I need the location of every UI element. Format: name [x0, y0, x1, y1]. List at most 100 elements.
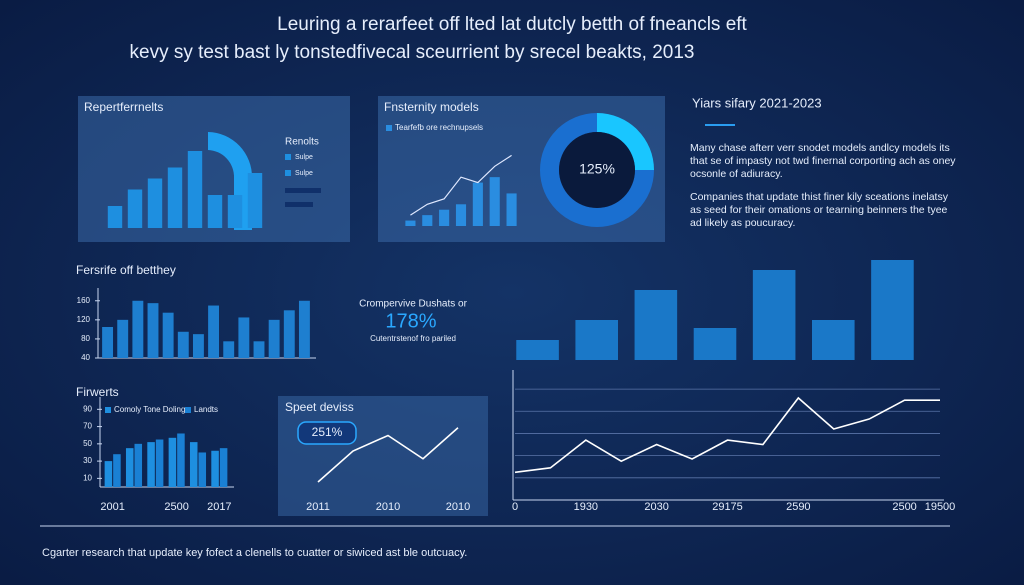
x-tick-label: 2010: [376, 501, 400, 513]
x-tick-label: 2011: [306, 501, 330, 513]
donut-segment: [597, 113, 654, 170]
bar: [155, 439, 164, 487]
bar: [506, 193, 517, 226]
annotation-box: [297, 421, 357, 445]
bar: [575, 320, 619, 360]
bar: [192, 334, 204, 358]
side-text: Many chase afterr verr snodet models and…: [690, 142, 956, 229]
y-tick-label: 30: [83, 456, 92, 465]
side-heading: Yiars sifary 2021-2023: [692, 95, 822, 110]
bar: [253, 341, 265, 358]
x-tick-label: 2590: [786, 501, 810, 513]
bar: [268, 319, 280, 358]
y-tick-label: 90: [83, 404, 92, 413]
bar: [489, 177, 500, 226]
panel: [278, 396, 488, 516]
x-tick-label: 2017: [207, 501, 231, 513]
y-tick-label: 120: [77, 315, 91, 324]
annotation: 251%: [312, 425, 343, 439]
bar: [102, 327, 114, 358]
bar: [219, 448, 228, 487]
line: [410, 154, 512, 216]
callout-caption: Cutentrstenof fro pariled: [370, 334, 456, 343]
bar: [405, 220, 416, 226]
line: [317, 427, 459, 483]
x-tick-label: 2030: [644, 501, 668, 513]
decoration: [285, 188, 321, 193]
bar: [125, 448, 134, 487]
y-tick-label: 10: [83, 473, 92, 482]
y-tick-label: 70: [83, 422, 92, 431]
x-tick-label: 1930: [574, 501, 598, 513]
legend-swatch: [285, 154, 291, 160]
donut-segment: [540, 113, 654, 227]
legend-label: Sulpe: [295, 170, 313, 177]
bar: [189, 442, 198, 487]
x-tick-label: 29175: [712, 501, 743, 513]
chart-title: Speet deviss: [285, 400, 354, 414]
x-tick-label: 2001: [100, 501, 124, 513]
bar: [283, 310, 295, 358]
y-tick-label: 40: [81, 353, 90, 362]
y-tick-label: 80: [81, 334, 90, 343]
bar: [516, 340, 559, 360]
bar: [168, 437, 177, 487]
y-tick-label: 160: [77, 296, 91, 305]
bar: [247, 173, 263, 228]
x-tick-label: 0: [512, 501, 518, 513]
title-line: Leuring a rerarfeet off lted lat dutcly …: [277, 14, 747, 35]
legend-label: Sulpe: [295, 154, 313, 161]
bar: [107, 206, 123, 228]
bar: [117, 319, 129, 358]
bar: [211, 450, 219, 487]
bar: [227, 195, 243, 228]
bar: [162, 312, 174, 358]
legend-label: Tearfefb ore rechnupsels: [395, 123, 483, 132]
x-tick-label: 2500: [164, 501, 188, 513]
x-tick-label: 2010: [446, 501, 470, 513]
bar: [693, 328, 737, 360]
bar: [238, 317, 250, 358]
bar: [422, 215, 433, 226]
bar: [187, 151, 203, 228]
bar: [207, 195, 223, 228]
title-line: kevy sy test bast ly tonstedfivecal sceu…: [130, 42, 695, 63]
paragraph: Many chase afterr verr snodet models and…: [690, 142, 956, 180]
bar: [127, 189, 143, 228]
legend-swatch: [285, 170, 291, 176]
bar: [223, 341, 235, 358]
chart-title: Repertferrnelts: [84, 100, 163, 114]
legend-label: Comoly Tone Doling: [114, 405, 185, 414]
legend-swatch: [386, 125, 392, 131]
bar: [811, 320, 855, 360]
legend-swatch: [185, 407, 191, 413]
chart-title: Firwerts: [76, 385, 119, 399]
x-tick-label: 2500: [892, 501, 916, 513]
chart-title: Fersrife off betthey: [76, 263, 176, 277]
bar: [147, 303, 159, 358]
decoration: [285, 202, 313, 207]
bar: [132, 300, 144, 358]
bar: [177, 331, 189, 358]
legend-label: Landts: [194, 405, 218, 414]
bar: [439, 209, 450, 226]
donut-label: 125%: [579, 161, 615, 177]
legend-swatch: [105, 407, 111, 413]
callout-heading: Crompervive Dushats or: [359, 299, 467, 310]
paragraph: Companies that update thist finer kily s…: [690, 191, 948, 229]
bar: [455, 204, 467, 226]
bar: [198, 452, 207, 487]
bar: [208, 305, 220, 358]
bar: [104, 461, 113, 487]
callout-value: 178%: [385, 310, 436, 332]
bar: [167, 167, 183, 228]
y-tick-label: 50: [83, 439, 92, 448]
bar: [472, 182, 483, 226]
bar: [177, 433, 185, 487]
bar: [113, 454, 121, 487]
bar: [752, 270, 796, 360]
bar: [134, 443, 143, 487]
